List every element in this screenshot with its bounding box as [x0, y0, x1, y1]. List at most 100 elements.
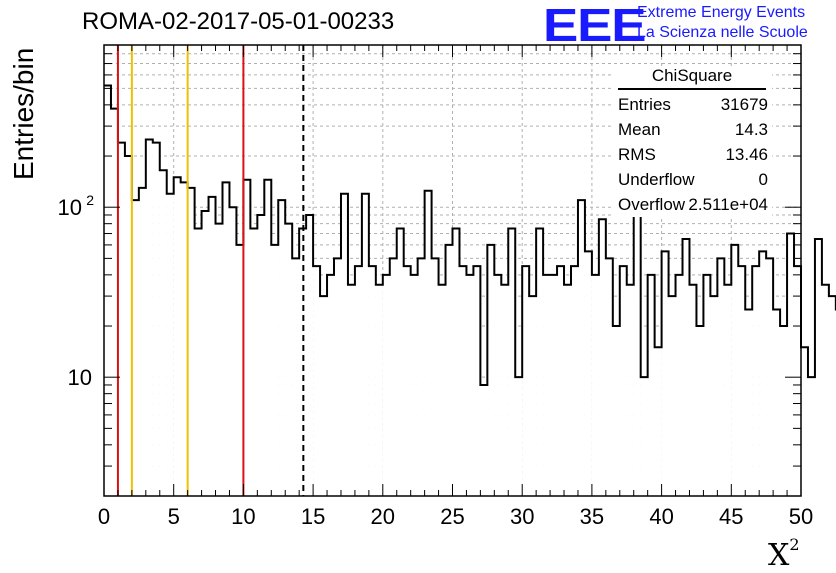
- histogram-bin: [222, 182, 229, 496]
- histogram-bin: [327, 275, 334, 496]
- x-tick-label: 10: [231, 504, 255, 529]
- histogram-bin: [592, 275, 599, 496]
- histogram-bin: [418, 258, 425, 496]
- histogram-bin: [209, 197, 216, 496]
- histogram-bin: [257, 215, 264, 496]
- stats-value: 2.511e+04: [688, 192, 768, 217]
- histogram-bin: [550, 275, 557, 496]
- stats-row-overflow: Overflow 2.511e+04: [612, 192, 772, 217]
- x-tick-label: 0: [98, 504, 110, 529]
- histogram-bin: [487, 245, 494, 496]
- histogram-bin: [355, 266, 362, 496]
- histogram-bin: [627, 285, 634, 496]
- histogram-bin: [745, 310, 752, 496]
- histogram-bin: [717, 258, 724, 496]
- histogram-bin: [703, 275, 710, 496]
- histogram-bin: [348, 285, 355, 496]
- histogram-bin: [696, 326, 703, 496]
- histogram-bin: [773, 310, 780, 496]
- histogram-bin: [167, 194, 174, 496]
- histogram-bin: [132, 200, 139, 496]
- x-tick-label: 45: [719, 504, 743, 529]
- histogram-bin: [439, 285, 446, 496]
- histogram-bin: [599, 219, 606, 496]
- histogram-bin: [306, 215, 313, 496]
- x-tick-label: 30: [510, 504, 534, 529]
- x-tick-label: 5: [168, 504, 180, 529]
- histogram-bin: [118, 143, 125, 496]
- stats-value: 14.3: [735, 117, 768, 142]
- histogram-bin: [216, 224, 223, 496]
- stats-label: RMS: [618, 142, 656, 167]
- histogram-bin: [236, 245, 243, 496]
- histogram-bin: [662, 251, 669, 496]
- histogram-bin: [139, 188, 146, 496]
- histogram-bin: [160, 170, 167, 496]
- y-tick-label: 10: [58, 195, 82, 220]
- histogram-bin: [320, 296, 327, 496]
- stats-title: ChiSquare: [618, 66, 766, 90]
- histogram-bin: [564, 285, 571, 496]
- histogram-bin: [766, 258, 773, 496]
- histogram-bin: [146, 140, 153, 496]
- histogram-bin: [780, 326, 787, 496]
- histogram-bin: [153, 143, 160, 496]
- histogram-bin: [801, 347, 808, 496]
- histogram-bin: [473, 266, 480, 496]
- x-tick-label: 25: [440, 504, 464, 529]
- histogram-bin: [271, 245, 278, 496]
- histogram-bin: [313, 266, 320, 496]
- histogram-bin: [501, 285, 508, 496]
- x-tick-label: 20: [371, 504, 395, 529]
- y-tick-label-exponent: 2: [86, 192, 94, 208]
- histogram-bin: [731, 245, 738, 496]
- histogram-bin: [125, 156, 132, 496]
- histogram-bin: [585, 251, 592, 496]
- histogram-bin: [466, 275, 473, 496]
- histogram-bin: [724, 285, 731, 496]
- histogram-bin: [508, 228, 515, 496]
- histogram-bin: [285, 224, 292, 496]
- histogram-bin: [648, 275, 655, 496]
- histogram-bin: [174, 177, 181, 496]
- histogram-bin: [480, 385, 487, 496]
- stats-label: Entries: [618, 92, 671, 117]
- histogram-bin: [571, 266, 578, 496]
- histogram-bin: [829, 296, 836, 496]
- stats-row-underflow: Underflow 0: [612, 167, 772, 192]
- histogram-bin: [815, 239, 822, 496]
- histogram-bin: [655, 347, 662, 496]
- stats-row-mean: Mean 14.3: [612, 117, 772, 142]
- histogram-bin: [369, 266, 376, 496]
- histogram-bin: [794, 266, 801, 496]
- histogram-bin: [264, 180, 271, 496]
- histogram-bin: [557, 266, 564, 496]
- histogram-bin: [432, 258, 439, 496]
- histogram-bin: [543, 275, 550, 496]
- histogram-bin: [202, 211, 209, 496]
- histogram-bin: [529, 296, 536, 496]
- histogram-bin: [453, 228, 460, 496]
- x-axis-label: X2: [768, 538, 800, 573]
- stats-value: 0: [759, 167, 768, 192]
- histogram-bin: [390, 258, 397, 496]
- brand-line-1: Extreme Energy Events: [637, 4, 805, 22]
- stats-row-rms: RMS 13.46: [612, 142, 772, 167]
- histogram-bin: [620, 266, 627, 496]
- histogram-bin: [522, 266, 529, 496]
- x-tick-label: 35: [580, 504, 604, 529]
- y-axis-label: Entries/bin: [8, 48, 40, 180]
- histogram-bin: [606, 258, 613, 496]
- histogram-bin: [181, 182, 188, 496]
- stats-value: 13.46: [725, 142, 768, 167]
- histogram-bin: [341, 194, 348, 496]
- histogram-bin: [689, 285, 696, 496]
- histogram-bin: [278, 200, 285, 496]
- stats-box: ChiSquare Entries 31679 Mean 14.3 RMS 13…: [612, 66, 772, 217]
- histogram-bin: [188, 188, 195, 496]
- x-tick-label: 50: [789, 504, 813, 529]
- histogram-bin: [404, 266, 411, 496]
- histogram-bin: [111, 109, 118, 496]
- histogram-bin: [634, 211, 641, 496]
- histogram-bin: [446, 245, 453, 496]
